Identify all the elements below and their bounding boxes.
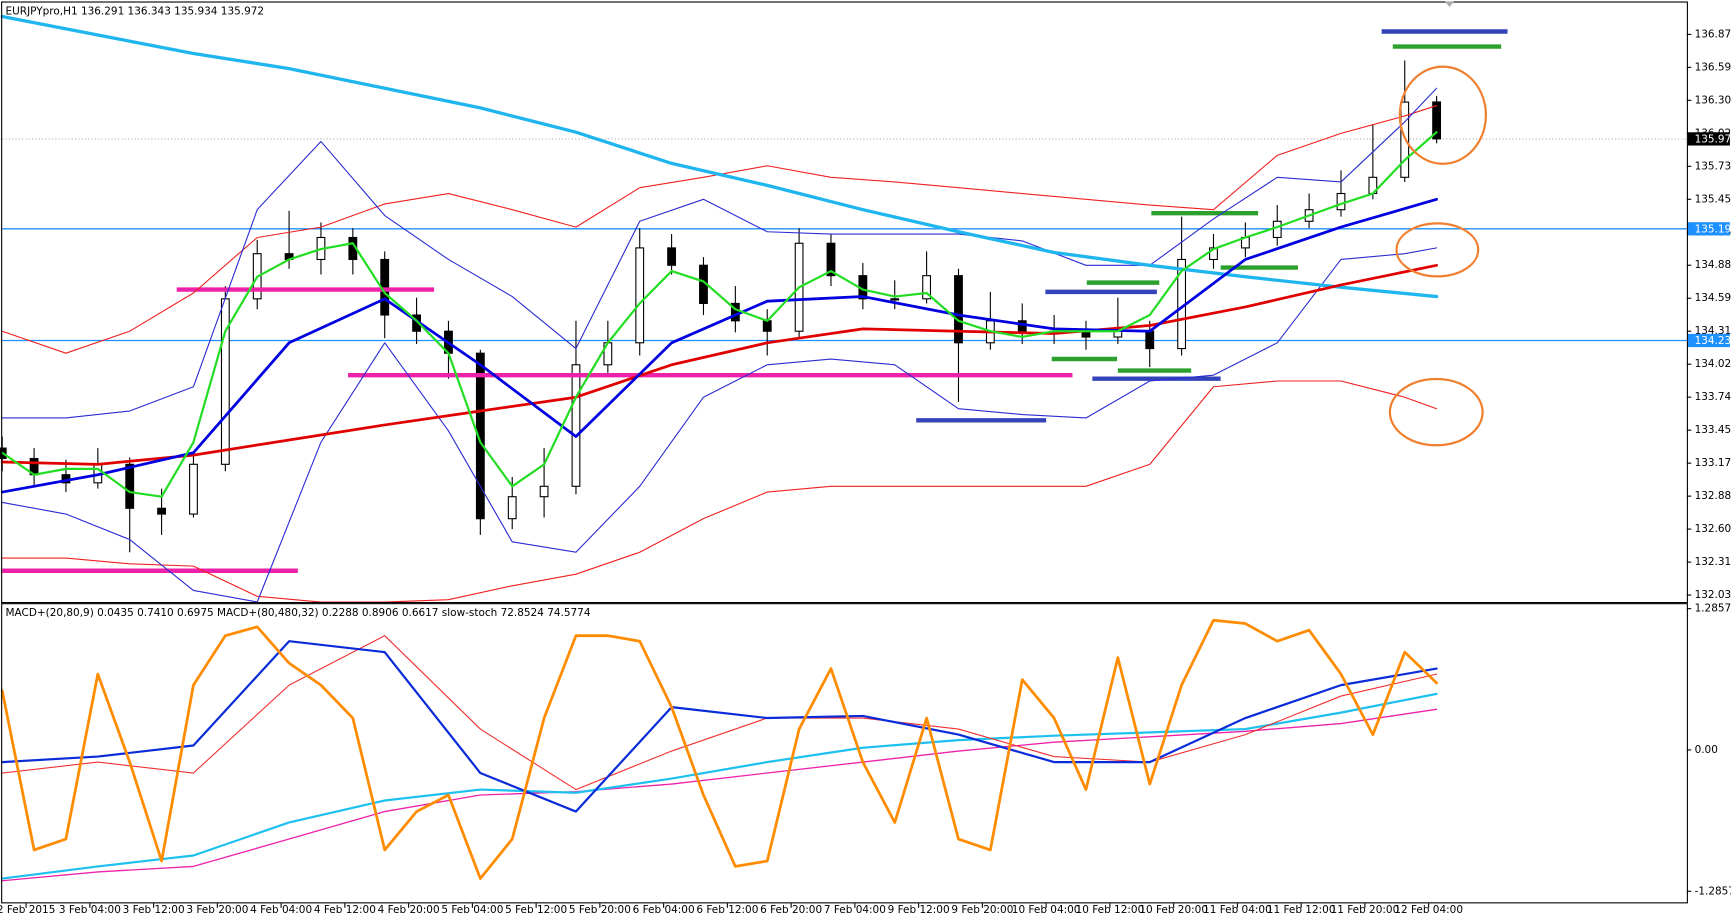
level-label-bg [1687,222,1730,236]
x-tick-label: 5 Feb 20:00 [569,904,631,916]
x-tick-label: 2 Feb 2015 [0,904,55,916]
candle-body [539,485,549,498]
candle-body [890,298,900,301]
panel-title: MACD+(20,80,9) 0.0435 0.7410 0.6975 MACD… [6,607,591,619]
chart-layer: 132.030 132.315 132.600 132.885 133.170 133.4… [0,5,1731,916]
y-tick-label: 136.590 [1695,61,1731,73]
candle-body [1432,101,1442,140]
macd-panel-frame [1,603,1688,904]
x-tick-label: 6 Feb 20:00 [760,904,822,916]
level-label-bg [1687,333,1730,348]
candle-body [922,275,932,300]
candle-body [954,275,963,344]
level-label: 135.972 [1695,133,1731,145]
x-tick-label: 3 Feb 04:00 [59,904,121,916]
indicator-line [1,708,1438,882]
indicator-line [0,618,1438,880]
y-tick-label: 136.305 [1695,94,1731,106]
x-tick-label: 6 Feb 04:00 [633,904,695,916]
indicator-line [1,131,1438,498]
indicator-line [1,105,1438,354]
level-label: 135.195 [1695,223,1731,235]
y-tick-label: 132.600 [1695,523,1731,535]
y-tick-label: 133.455 [1695,424,1731,436]
x-tick-label: 3 Feb 12:00 [123,904,185,916]
x-tick-label: 11 Feb 20:00 [1331,904,1400,916]
x-tick-label: 12 Feb 04:00 [1394,904,1463,916]
y-tick-label: 134.595 [1695,292,1731,304]
x-tick-label: 3 Feb 20:00 [186,904,248,916]
y-tick-label: 136.875 [1695,28,1731,40]
candle-body [157,507,167,515]
y-tick-label: 1.2857 [1695,603,1731,615]
indicator-line [1,247,1438,603]
x-tick-label: 7 Feb 04:00 [824,904,886,916]
price-panel-frame [1,1,1688,604]
level-label-bg [1687,132,1730,146]
indicator-line [1,640,1438,813]
indicator-line [1,635,1438,791]
y-tick-label: -1.2857 [1695,885,1731,897]
y-tick-label: 134.880 [1695,259,1731,271]
candle-body [571,364,581,487]
y-tick-label: 135.735 [1695,160,1731,172]
y-tick-label: 0.00 [1695,744,1718,756]
overlay: 135.195 134.230 135.972 EURJPYpro,H1 136.29… [6,5,1731,619]
candle-body [826,242,836,277]
indicator-line [1,87,1438,419]
panel-title: EURJPYpro,H1 136.291 136.343 135.934 135… [6,5,265,17]
x-tick-label: 10 Feb 20:00 [1139,904,1208,916]
x-tick-label: 9 Feb 20:00 [951,904,1013,916]
candle-body [125,463,135,509]
candle-body [1145,330,1155,350]
x-tick-label: 4 Feb 20:00 [378,904,440,916]
candle-body [507,496,517,520]
indicator-line [0,197,1438,494]
y-tick-label: 135.450 [1695,193,1731,205]
x-tick-label: 10 Feb 04:00 [1012,904,1081,916]
indicator-line [0,14,1439,299]
candle-body [667,247,677,266]
shift-marker [1445,1,1454,7]
candle-body [1272,220,1282,239]
candle-body [220,298,230,465]
x-tick-label: 5 Feb 12:00 [505,904,567,916]
x-tick-label: 4 Feb 12:00 [314,904,376,916]
candle-body [762,320,772,332]
annotation-circle [1388,377,1484,447]
y-tick-label: 132.315 [1695,556,1731,568]
y-tick-label: 133.170 [1695,457,1731,469]
x-tick-label: 11 Feb 04:00 [1203,904,1272,916]
y-tick-label: 132.885 [1695,490,1731,502]
candle-body [475,352,485,520]
indicator-line [1,692,1438,880]
indicator-line [0,263,1438,466]
y-tick-label: 132.030 [1695,589,1731,601]
x-tick-label: 4 Feb 04:00 [250,904,312,916]
y-tick-label: 133.740 [1695,391,1731,403]
x-tick-label: 5 Feb 04:00 [441,904,503,916]
candle-body [1336,192,1346,211]
indicator-line [1,380,1438,603]
y-tick-label: 134.025 [1695,358,1731,370]
annotation-circle [1398,65,1488,165]
candle-body [635,247,645,344]
x-tick-label: 11 Feb 12:00 [1267,904,1336,916]
x-tick-label: 10 Feb 12:00 [1076,904,1145,916]
annotation-circle [1395,222,1480,278]
candle-body [189,463,198,515]
x-tick-label: 9 Feb 12:00 [888,904,950,916]
x-tick-label: 6 Feb 12:00 [696,904,758,916]
level-label: 134.230 [1695,335,1731,347]
